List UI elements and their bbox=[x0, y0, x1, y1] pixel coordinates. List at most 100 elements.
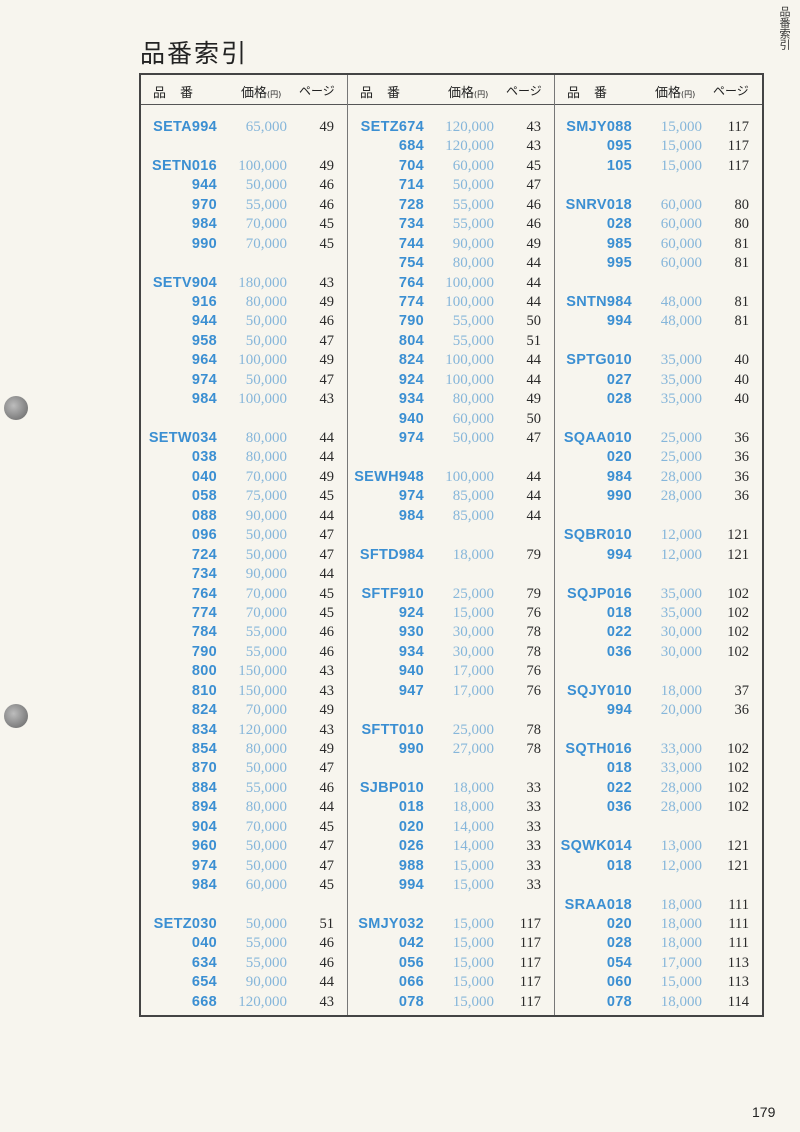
price: 15,000 bbox=[452, 877, 494, 894]
page-ref: 45 bbox=[319, 818, 335, 835]
index-row: 040 55,000 46 bbox=[141, 934, 347, 953]
header-price-unit: (円) bbox=[681, 90, 696, 99]
page-ref: 43 bbox=[319, 721, 335, 738]
header-code: 品番 bbox=[567, 86, 622, 101]
price: 100,000 bbox=[445, 371, 494, 388]
index-row: 944 50,000 46 bbox=[141, 312, 347, 331]
column-header: 品番 価格(円) ページ bbox=[348, 75, 554, 105]
spacer-row bbox=[348, 448, 554, 467]
header-page: ページ bbox=[506, 84, 542, 98]
price: 120,000 bbox=[238, 721, 287, 738]
price: 90,000 bbox=[245, 974, 287, 991]
index-row: 984 28,000 36 bbox=[555, 468, 762, 487]
part-number: 654 bbox=[191, 974, 217, 991]
part-number: 934 bbox=[398, 643, 424, 660]
index-row: SRAA018 18,000 111 bbox=[555, 896, 762, 915]
part-number: 018 bbox=[606, 760, 632, 777]
index-row: SPTG010 35,000 40 bbox=[555, 351, 762, 370]
page-ref: 47 bbox=[319, 760, 335, 777]
index-rows: SETZ674 120,000 43 684 120,000 43 704 60,000 45 7… bbox=[348, 118, 554, 1012]
index-row: 990 28,000 36 bbox=[555, 487, 762, 506]
page-ref: 44 bbox=[319, 430, 335, 446]
index-row: SNTN984 48,000 81 bbox=[555, 293, 762, 312]
column-header: 品番 価格(円) ページ bbox=[141, 75, 347, 105]
header-page: ページ bbox=[299, 84, 335, 98]
page-ref: 47 bbox=[526, 430, 542, 446]
spacer-row bbox=[555, 662, 762, 681]
page-ref: 36 bbox=[734, 702, 750, 719]
spacer-row bbox=[555, 876, 762, 895]
part-number: 754 bbox=[398, 255, 424, 272]
page-ref: 44 bbox=[319, 799, 335, 816]
index-row: 764 70,000 45 bbox=[141, 585, 347, 604]
price: 18,000 bbox=[660, 896, 702, 913]
part-number: 934 bbox=[398, 391, 424, 408]
page-ref: 47 bbox=[319, 857, 335, 874]
price: 65,000 bbox=[245, 119, 287, 135]
index-row: 944 50,000 46 bbox=[141, 176, 347, 195]
page-ref: 49 bbox=[319, 352, 335, 369]
part-number: 974 bbox=[191, 371, 217, 388]
part-number: 940 bbox=[398, 663, 424, 680]
page-ref: 43 bbox=[319, 274, 335, 291]
page-ref: 80 bbox=[734, 196, 750, 213]
page-ref: 78 bbox=[526, 721, 542, 738]
part-number: 974 bbox=[191, 857, 217, 874]
price: 15,000 bbox=[660, 138, 702, 155]
price: 60,000 bbox=[452, 410, 494, 427]
part-number: 784 bbox=[191, 624, 217, 641]
price: 28,000 bbox=[660, 488, 702, 505]
page-ref: 46 bbox=[319, 177, 335, 194]
page-ref: 43 bbox=[319, 682, 335, 699]
index-row: 026 14,000 33 bbox=[348, 837, 554, 856]
part-number: 904 bbox=[191, 818, 217, 835]
index-row: 095 15,000 117 bbox=[555, 137, 762, 156]
page-ref: 47 bbox=[526, 177, 542, 194]
price: 60,000 bbox=[660, 216, 702, 233]
price: 14,000 bbox=[452, 818, 494, 835]
price: 60,000 bbox=[660, 235, 702, 252]
part-number: 985 bbox=[606, 235, 632, 252]
part-number: SETZ674 bbox=[360, 119, 424, 135]
price: 55,000 bbox=[452, 332, 494, 349]
page-ref: 117 bbox=[727, 138, 749, 155]
binder-hole bbox=[4, 704, 28, 728]
part-number: 042 bbox=[398, 935, 424, 952]
price: 70,000 bbox=[245, 585, 287, 602]
price: 15,000 bbox=[660, 974, 702, 991]
price: 27,000 bbox=[452, 741, 494, 757]
page-ref: 40 bbox=[734, 391, 750, 408]
price: 17,000 bbox=[660, 954, 702, 971]
part-number: 870 bbox=[191, 760, 217, 777]
part-number: 684 bbox=[398, 138, 424, 155]
page-ref: 49 bbox=[319, 468, 335, 485]
index-row: 964 100,000 49 bbox=[141, 351, 347, 370]
index-row: 824 100,000 44 bbox=[348, 351, 554, 370]
page-ref: 44 bbox=[526, 274, 542, 291]
spacer-row bbox=[555, 176, 762, 195]
part-number: SPTG010 bbox=[566, 352, 632, 369]
index-row: 056 15,000 117 bbox=[348, 954, 554, 973]
price: 150,000 bbox=[238, 682, 287, 699]
spacer-row bbox=[348, 526, 554, 545]
price: 17,000 bbox=[452, 663, 494, 680]
index-row: 066 15,000 117 bbox=[348, 973, 554, 992]
index-row: 724 50,000 47 bbox=[141, 546, 347, 565]
price: 100,000 bbox=[238, 391, 287, 408]
page-ref: 46 bbox=[319, 779, 335, 796]
price: 70,000 bbox=[245, 216, 287, 233]
page-ref: 46 bbox=[319, 313, 335, 330]
index-row: 974 50,000 47 bbox=[348, 429, 554, 448]
part-number: 804 bbox=[398, 332, 424, 349]
page-ref: 121 bbox=[727, 527, 749, 544]
index-row: SETA994 65,000 49 bbox=[141, 118, 347, 137]
index-row: 088 90,000 44 bbox=[141, 507, 347, 526]
price: 50,000 bbox=[245, 915, 287, 932]
page-ref: 102 bbox=[727, 643, 749, 660]
part-number: 824 bbox=[398, 352, 424, 369]
page-ref: 121 bbox=[727, 546, 749, 563]
price: 50,000 bbox=[452, 177, 494, 194]
page-ref: 44 bbox=[319, 974, 335, 991]
header-price: 価格(円) bbox=[655, 82, 695, 101]
index-row: 022 30,000 102 bbox=[555, 623, 762, 642]
